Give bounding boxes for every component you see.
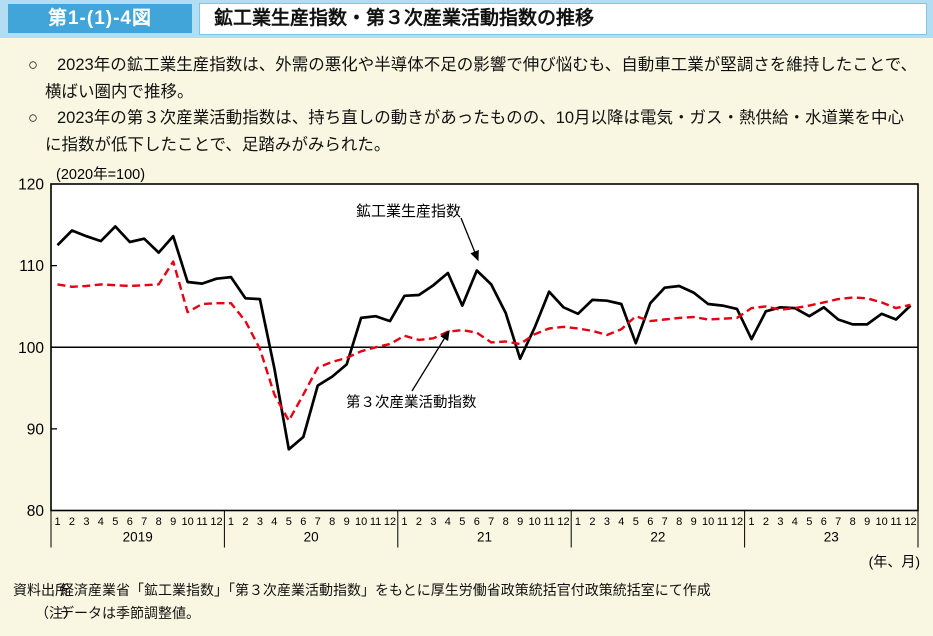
x-month-label: 5 (633, 516, 639, 528)
note-label: （注） (35, 605, 77, 621)
x-month-label: 8 (156, 516, 162, 528)
figure-title: 鉱工業生産指数・第３次産業活動指数の推移 (199, 3, 927, 35)
x-month-label: 12 (557, 516, 569, 528)
x-year-label: 23 (824, 530, 839, 545)
x-month-label: 2 (416, 516, 422, 528)
source-label: 資料出所 (13, 582, 69, 598)
x-month-label: 3 (257, 516, 263, 528)
x-month-label: 4 (98, 516, 104, 528)
x-month-label: 11 (543, 516, 554, 528)
x-month-label: 9 (170, 516, 176, 528)
x-month-label: 11 (890, 516, 901, 528)
bullet-text: 2023年の第３次産業活動指数は、持ち直しの動きがあったものの、10月以降は電気… (45, 109, 905, 154)
x-month-label: 11 (196, 516, 207, 528)
x-month-label: 1 (748, 516, 754, 528)
x-year-label: 20 (304, 530, 319, 545)
x-month-label: 7 (662, 516, 668, 528)
series-line-iip (56, 225, 912, 451)
y-tick-label: 100 (18, 340, 44, 357)
series-line-tertiary (57, 260, 911, 422)
x-month-label: 6 (821, 516, 827, 528)
bullet-text: 2023年の鉱工業生産指数は、外需の悪化や半導体不足の影響で伸び悩むも、自動車工… (45, 56, 918, 101)
x-month-label: 7 (315, 516, 321, 528)
x-month-label: 9 (691, 516, 697, 528)
source-text: 経済産業省「鉱工業指数」「第３次産業活動指数」をもとに厚生労働省政策統括官付政策… (60, 582, 711, 598)
x-month-label: 10 (702, 516, 714, 528)
x-month-label: 11 (717, 516, 728, 528)
x-year-label: 2019 (123, 530, 153, 545)
x-month-label: 7 (488, 516, 494, 528)
note-text: データは季節調整値。 (60, 605, 200, 621)
x-month-label: 7 (835, 516, 841, 528)
x-month-label: 6 (647, 516, 653, 528)
bullet-item-2: ○ 2023年の第３次産業活動指数は、持ち直しの動きがあったものの、10月以降は… (0, 105, 920, 158)
series-label-tertiary: 第３次産業活動指数 (346, 393, 477, 411)
x-month-label: 12 (731, 516, 743, 528)
plot-area (50, 183, 919, 512)
x-month-label: 11 (370, 516, 381, 528)
bullet-item-1: ○ 2023年の鉱工業生産指数は、外需の悪化や半導体不足の影響で伸び悩むも、自動… (0, 52, 920, 105)
y-tick-label: 110 (19, 258, 44, 275)
x-month-label: 8 (329, 516, 335, 528)
x-month-label: 5 (112, 516, 118, 528)
figure-number-label: 第1-(1)-4図 (8, 4, 192, 33)
x-month-label: 2 (589, 516, 595, 528)
x-month-label: 2 (69, 516, 75, 528)
x-month-label: 10 (355, 516, 367, 528)
x-month-label: 9 (344, 516, 350, 528)
x-month-label: 2 (242, 516, 248, 528)
axis-note: (年、月) (869, 554, 920, 570)
x-month-label: 9 (864, 516, 870, 528)
x-year-label: 21 (477, 530, 492, 545)
x-month-label: 1 (401, 516, 407, 528)
x-month-label: 1 (575, 516, 581, 528)
x-month-label: 10 (528, 516, 540, 528)
x-month-label: 6 (300, 516, 306, 528)
x-month-label: 10 (181, 516, 193, 528)
x-month-label: 1 (228, 516, 234, 528)
x-month-label: 8 (676, 516, 682, 528)
bullet-marker: ○ (28, 109, 38, 127)
x-month-label: 3 (83, 516, 89, 528)
series-arrow-iip (460, 217, 479, 262)
x-month-label: 8 (503, 516, 509, 528)
x-month-label: 12 (904, 516, 916, 528)
x-month-label: 9 (517, 516, 523, 528)
y-tick-label: 120 (18, 177, 44, 194)
x-year-label: 22 (650, 530, 665, 545)
series-label-iip: 鉱工業生産指数 (356, 202, 461, 220)
x-month-label: 10 (875, 516, 887, 528)
x-month-label: 5 (806, 516, 812, 528)
x-month-label: 8 (850, 516, 856, 528)
y-axis-unit-label: (2020年=100) (56, 166, 145, 183)
y-tick-label: 80 (27, 503, 45, 520)
x-month-label: 4 (271, 516, 277, 528)
x-month-label: 6 (474, 516, 480, 528)
x-month-label: 5 (459, 516, 465, 528)
x-month-label: 1 (54, 516, 60, 528)
x-month-label: 4 (445, 516, 451, 528)
bullet-marker: ○ (28, 56, 38, 74)
series-arrow-tertiary (411, 329, 450, 392)
x-month-label: 6 (127, 516, 133, 528)
x-month-label: 4 (792, 516, 798, 528)
x-month-label: 3 (430, 516, 436, 528)
x-month-label: 3 (604, 516, 610, 528)
x-month-label: 5 (286, 516, 292, 528)
x-month-label: 7 (141, 516, 147, 528)
x-month-label: 12 (210, 516, 222, 528)
y-tick-label: 90 (27, 421, 45, 438)
x-month-label: 2 (763, 516, 769, 528)
summary-bullets: ○ 2023年の鉱工業生産指数は、外需の悪化や半導体不足の影響で伸び悩むも、自動… (0, 52, 920, 158)
x-month-label: 3 (777, 516, 783, 528)
x-month-label: 12 (384, 516, 396, 528)
x-month-label: 4 (618, 516, 624, 528)
